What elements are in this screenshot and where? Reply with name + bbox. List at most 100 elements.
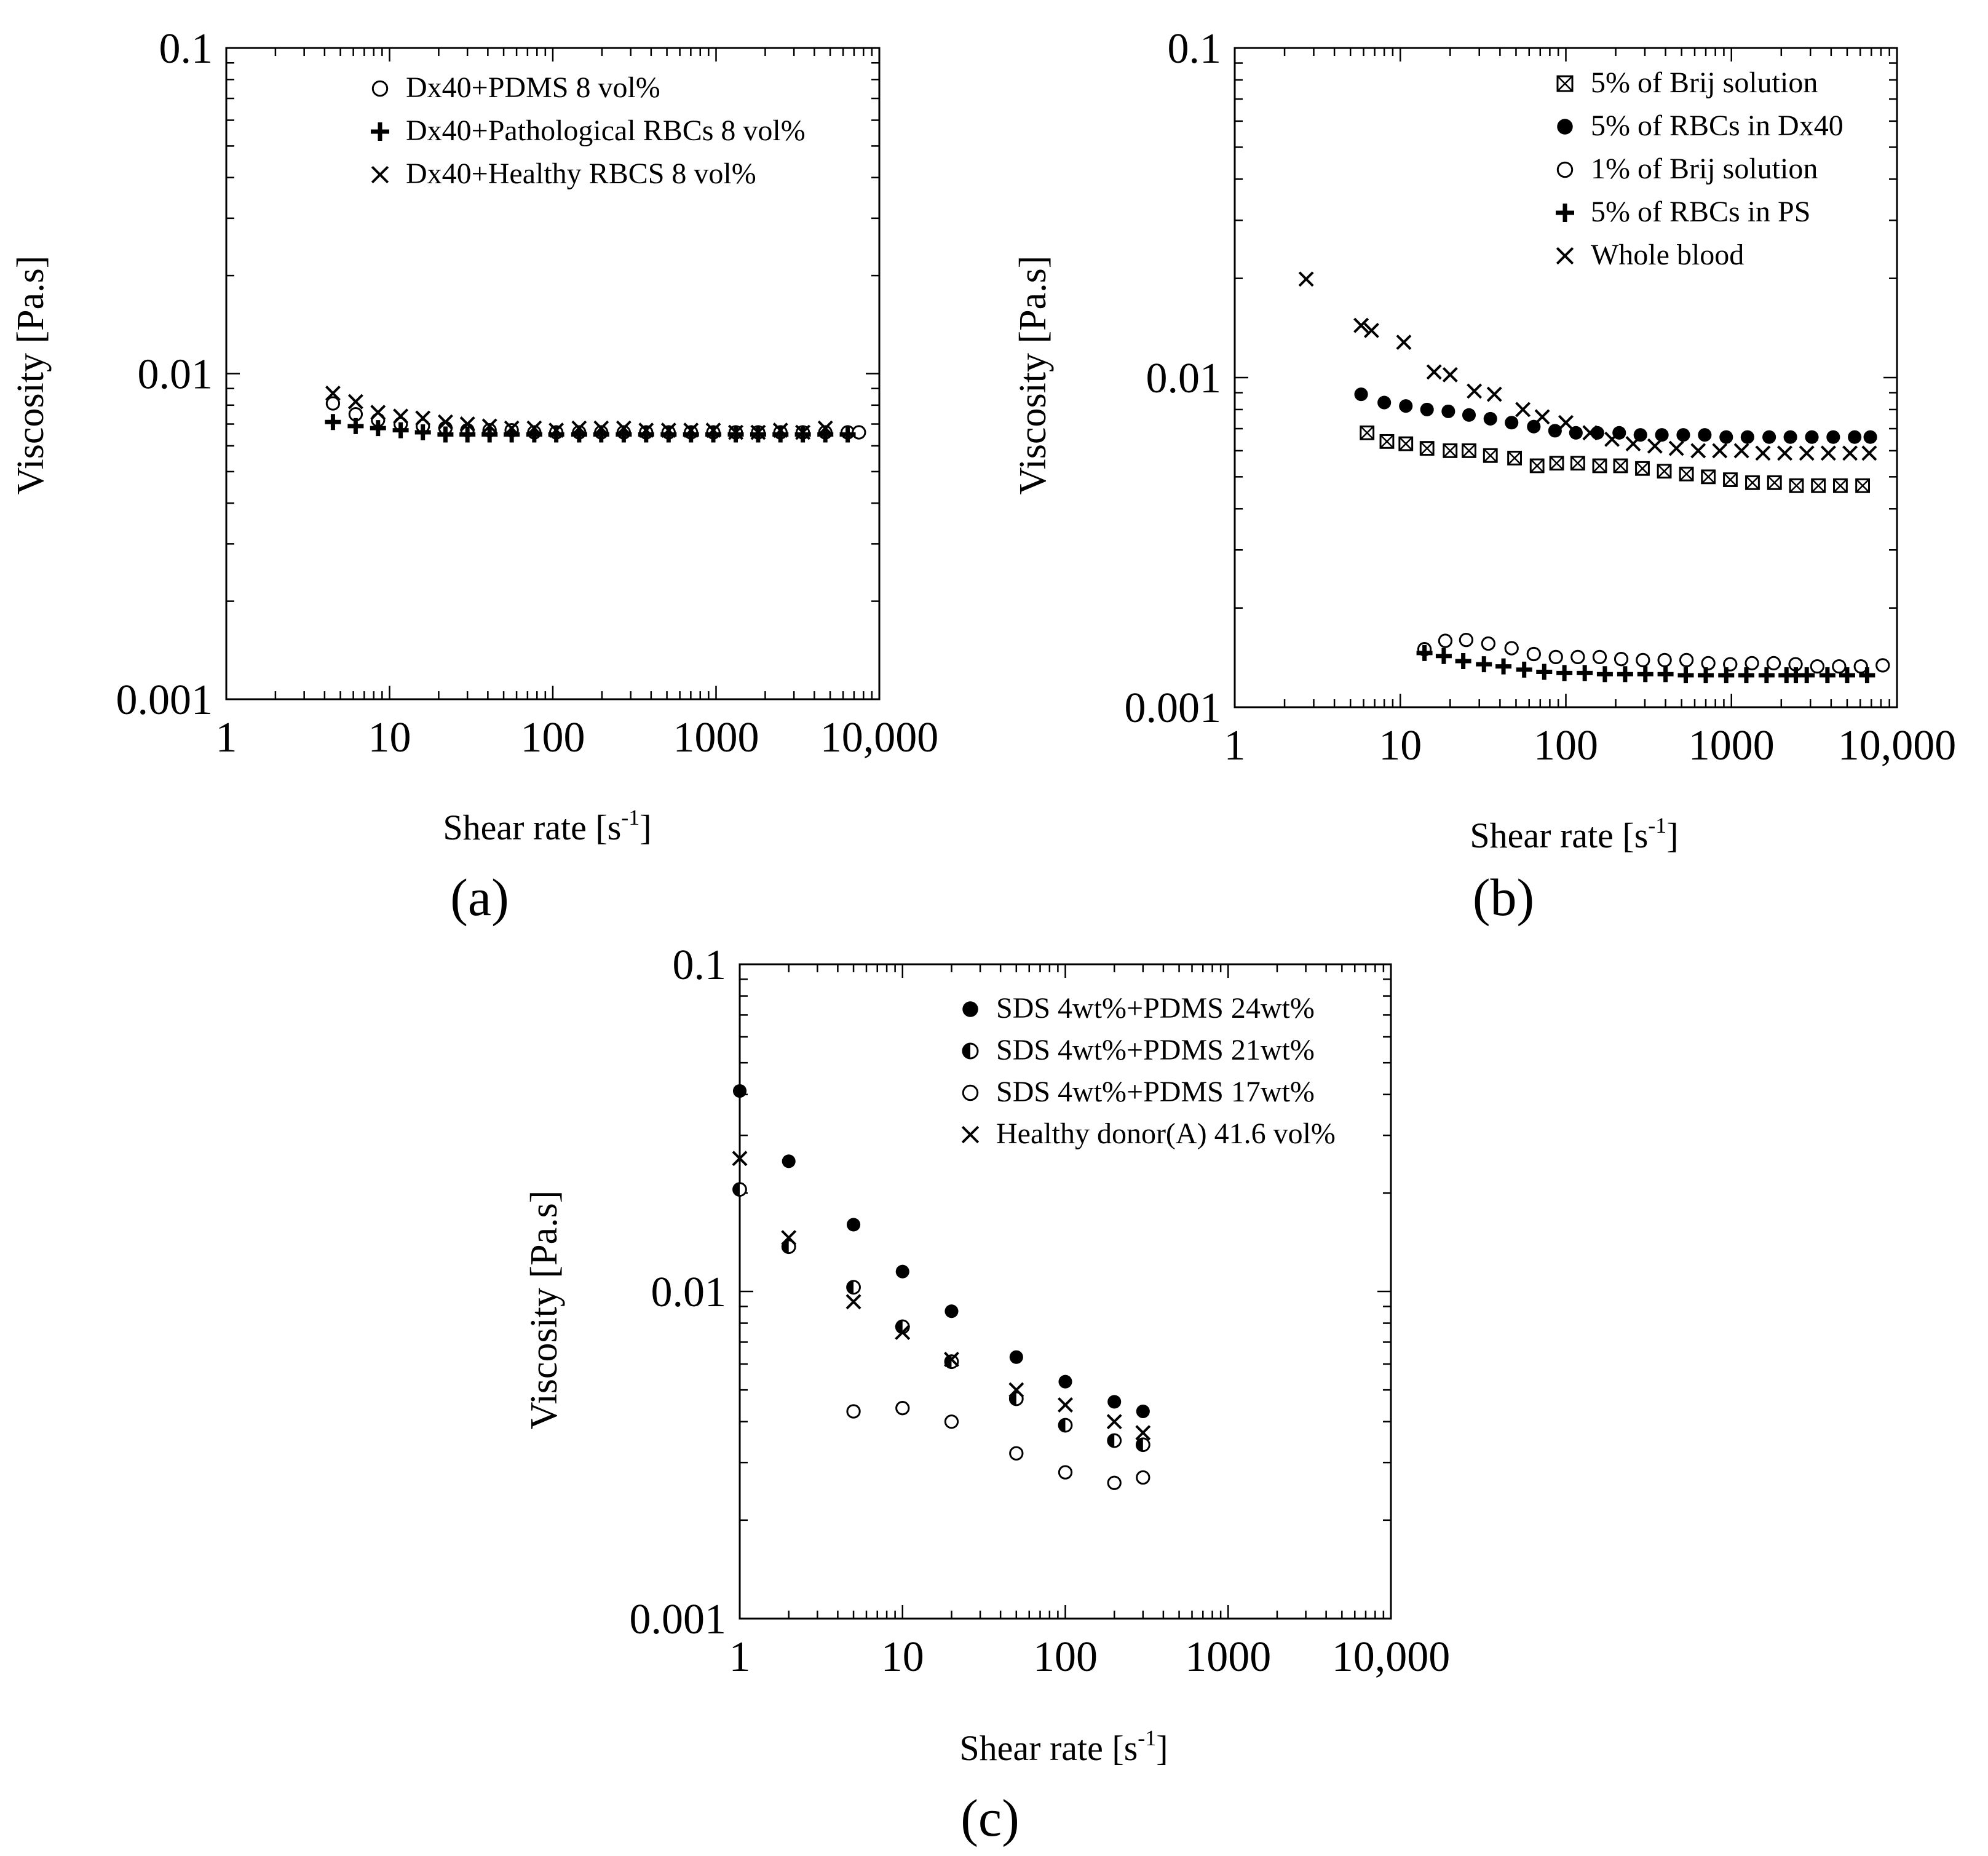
data-point — [1515, 402, 1531, 418]
data-point — [1486, 386, 1502, 402]
data-point — [1419, 441, 1435, 456]
legend-item: SDS 4wt%+PDMS 21wt% — [962, 1034, 1315, 1066]
data-point — [1604, 431, 1620, 447]
data-point — [1353, 317, 1369, 333]
panel-c-ytick-label: 0.001 — [630, 1596, 727, 1643]
legend-marker — [1556, 75, 1574, 92]
data-point — [1679, 652, 1694, 667]
panel-a-ytick-label: 0.001 — [116, 676, 213, 724]
data-point — [1548, 649, 1563, 665]
panel-b-series-0 — [1360, 425, 1871, 493]
data-point — [1762, 430, 1776, 444]
data-point — [1459, 632, 1474, 648]
data-point — [459, 426, 476, 443]
data-point — [1058, 1465, 1073, 1480]
panel-a-xtick-label: 100 — [521, 714, 585, 761]
data-point — [393, 408, 409, 424]
data-point — [1481, 636, 1495, 651]
data-point — [944, 1414, 959, 1429]
data-point — [1833, 478, 1848, 493]
data-point — [414, 424, 431, 441]
data-point — [1529, 458, 1545, 474]
data-point — [1592, 458, 1607, 474]
panel-c-xlabel: Shear rate [s-1] — [959, 1726, 1168, 1768]
legend-label: 1% of Brij solution — [1591, 153, 1818, 185]
data-point — [846, 1404, 861, 1419]
data-point — [1820, 445, 1836, 461]
data-point — [1657, 666, 1674, 683]
data-point — [1744, 656, 1759, 671]
data-point — [1617, 666, 1633, 683]
data-point — [1399, 399, 1413, 413]
data-point — [895, 1264, 909, 1279]
data-point — [772, 422, 788, 438]
legend-marker — [1557, 119, 1573, 135]
panel-b-series-4 — [1298, 271, 1877, 461]
panel-c-ticks — [739, 964, 1391, 1620]
legend-item: 5% of Brij solution — [1556, 66, 1818, 99]
data-point — [1701, 469, 1716, 485]
data-point — [616, 420, 632, 436]
data-point — [1298, 271, 1314, 287]
legend-marker — [371, 80, 389, 97]
data-point — [1443, 443, 1458, 458]
data-point — [1534, 409, 1550, 425]
data-point — [750, 424, 766, 440]
panel-b-xlabel: Shear rate [s-1] — [1470, 813, 1678, 855]
data-point — [1690, 443, 1706, 459]
panel-c-series-3 — [732, 1151, 1151, 1441]
data-point — [1657, 464, 1672, 479]
data-point — [847, 1218, 861, 1232]
data-point — [1455, 653, 1471, 670]
data-point — [1719, 430, 1733, 444]
data-point — [817, 420, 833, 436]
data-point — [1677, 667, 1694, 684]
data-point — [1483, 411, 1497, 426]
data-point — [1008, 1382, 1024, 1398]
panel-c-xtick-label: 10 — [881, 1633, 924, 1681]
data-point — [660, 422, 676, 438]
data-point — [1853, 659, 1868, 674]
data-point — [895, 1401, 910, 1416]
data-point — [1441, 404, 1455, 418]
data-point — [944, 1304, 959, 1319]
panel-a-xtick-label: 10 — [368, 714, 411, 761]
data-point — [1526, 646, 1541, 662]
data-point — [794, 426, 811, 443]
data-point — [1698, 428, 1712, 442]
panel-c-xtick-label: 1 — [729, 1633, 751, 1681]
data-point — [1875, 658, 1890, 673]
data-point — [732, 1151, 748, 1167]
data-point — [415, 410, 431, 426]
data-point — [1360, 425, 1375, 440]
legend-label: Healthy donor(A) 41.6 vol% — [996, 1117, 1336, 1150]
panel-a-xtick-label: 1000 — [673, 714, 759, 761]
data-point — [325, 386, 341, 401]
data-point — [1107, 1395, 1122, 1409]
panel-b-xtick-label: 1000 — [1689, 722, 1775, 769]
data-point — [1636, 652, 1650, 667]
panel-b-series-3 — [1416, 644, 1875, 684]
data-point — [1805, 430, 1819, 444]
data-point — [1398, 436, 1414, 451]
data-point — [1467, 383, 1483, 399]
data-point — [895, 1325, 911, 1340]
data-point — [526, 420, 542, 436]
data-point — [1755, 445, 1771, 461]
data-point — [325, 396, 341, 411]
data-point — [1826, 430, 1840, 444]
legend-item: Dx40+PDMS 8 vol% — [371, 71, 660, 104]
data-point — [1582, 425, 1598, 441]
legend-marker — [371, 165, 389, 184]
panel-a-ytick-label: 0.01 — [138, 351, 213, 399]
data-point — [782, 1154, 796, 1168]
data-point — [1745, 475, 1760, 490]
legend-item: SDS 4wt%+PDMS 24wt% — [962, 992, 1315, 1025]
data-point — [1495, 658, 1512, 675]
data-point — [1483, 448, 1498, 463]
data-point — [1637, 666, 1653, 683]
data-point — [1536, 664, 1553, 680]
legend-item: 5% of RBCs in PS — [1556, 196, 1810, 228]
data-point — [1009, 1350, 1023, 1364]
